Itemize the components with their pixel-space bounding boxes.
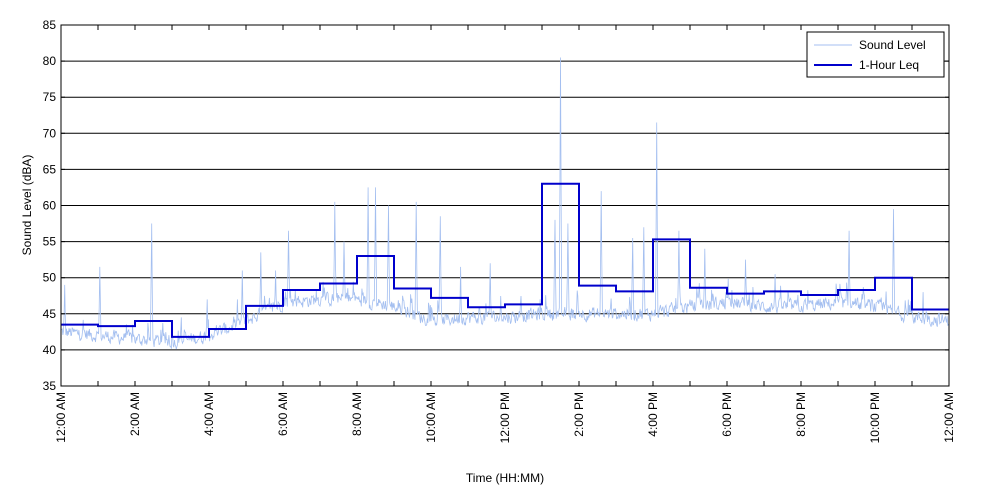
x-tick-label: 4:00 PM <box>646 392 660 437</box>
y-tick-label: 50 <box>43 271 57 285</box>
y-tick-label: 45 <box>43 307 57 321</box>
y-tick-label: 75 <box>43 90 57 104</box>
y-tick-label: 40 <box>43 343 57 357</box>
y-tick-label: 60 <box>43 199 57 213</box>
legend: Sound Level 1-Hour Leq <box>806 31 945 78</box>
leq-step-line <box>61 182 949 338</box>
x-tick-label: 2:00 PM <box>572 392 586 437</box>
x-tick-label: 12:00 PM <box>498 392 512 443</box>
x-axis-label: Time (HH:MM) <box>466 471 544 485</box>
y-tick-label: 80 <box>43 54 57 68</box>
y-tick-label: 85 <box>43 18 57 32</box>
x-tick-label: 10:00 PM <box>868 392 882 443</box>
y-axis-label: Sound Level (dBA) <box>20 155 34 256</box>
x-tick-label: 4:00 AM <box>202 392 216 436</box>
legend-label-leq: 1-Hour Leq <box>859 58 919 72</box>
y-tick-label: 70 <box>43 126 57 140</box>
leq-series <box>61 182 949 338</box>
x-tick-label: 12:00 AM <box>942 392 956 443</box>
x-tick-label: 6:00 AM <box>276 392 290 436</box>
legend-label-sound-level: Sound Level <box>859 38 926 52</box>
grid-lines <box>61 60 949 351</box>
x-axis-ticks: 12:00 AM 2:00 AM 4:00 AM 6:00 AM 8:00 AM 10:0… <box>54 25 956 443</box>
x-tick-label: 8:00 PM <box>794 392 808 437</box>
x-tick-label: 8:00 AM <box>350 392 364 436</box>
y-tick-label: 35 <box>43 379 57 393</box>
x-tick-label: 6:00 PM <box>720 392 734 437</box>
y-tick-label: 55 <box>43 235 57 249</box>
legend-box <box>806 31 945 78</box>
x-tick-label: 2:00 AM <box>128 392 142 436</box>
x-tick-label: 10:00 AM <box>424 392 438 443</box>
y-tick-label: 65 <box>43 162 57 176</box>
x-tick-label: 12:00 AM <box>54 392 68 443</box>
y-axis-ticks: 35 40 45 50 55 60 65 70 75 80 85 <box>43 18 949 393</box>
